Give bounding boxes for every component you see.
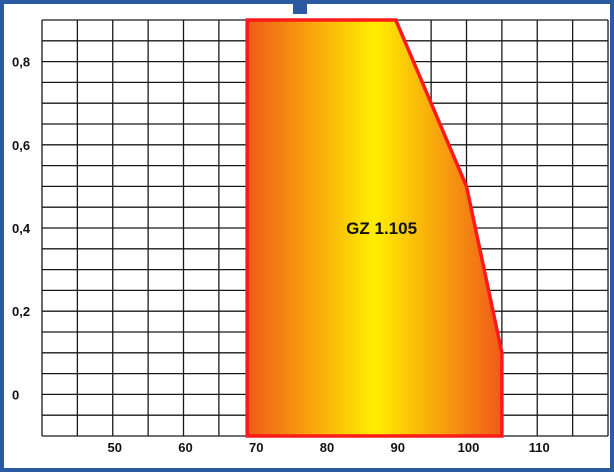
x-tick-label: 110 <box>529 440 550 455</box>
x-axis-ticks: 50 60 70 80 90 100 110 <box>108 440 550 455</box>
x-tick-label: 70 <box>249 440 263 455</box>
y-tick-label: 0,8 <box>12 55 30 70</box>
operating-region: GZ 1.105 <box>245 18 504 438</box>
y-axis-ticks: 0 0,2 0,4 0,6 0,8 <box>12 55 31 403</box>
x-tick-label: 100 <box>458 440 480 455</box>
region-label: GZ 1.105 <box>346 219 417 238</box>
y-tick-label: 0,2 <box>12 304 30 319</box>
x-tick-label: 50 <box>108 440 122 455</box>
operating-region-area <box>245 18 504 438</box>
y-tick-label: 0 <box>12 387 19 402</box>
y-tick-label: 0,4 <box>12 221 31 236</box>
y-tick-label: 0,6 <box>12 138 30 153</box>
frame-top-tab <box>293 0 307 14</box>
x-tick-label: 80 <box>320 440 334 455</box>
x-tick-label: 90 <box>391 440 405 455</box>
x-tick-label: 60 <box>178 440 192 455</box>
